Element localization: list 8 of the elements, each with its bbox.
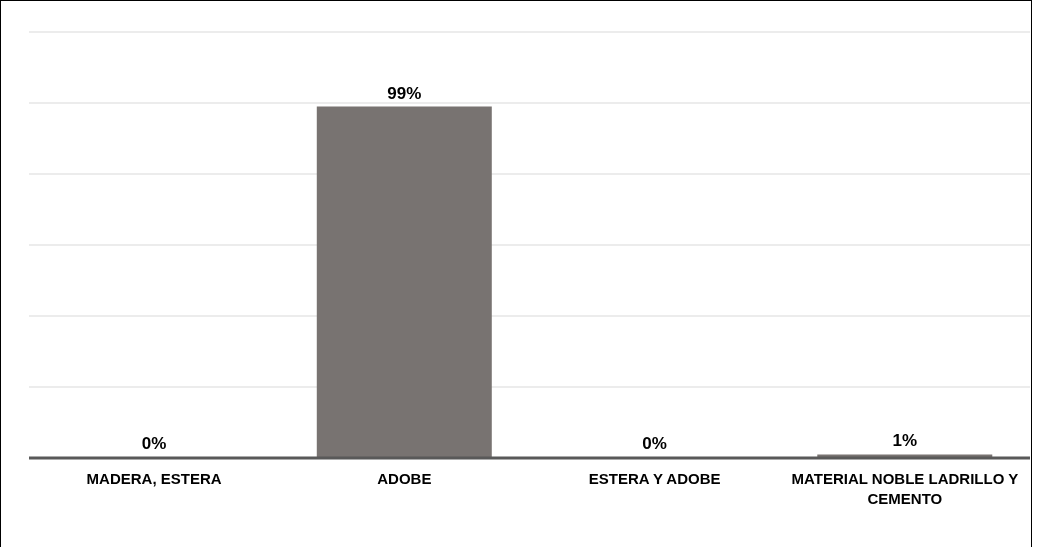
x-tick-label: MADERA, ESTERA xyxy=(86,470,222,487)
data-label: 0% xyxy=(141,434,167,453)
x-tick-label: ESTERA Y ADOBE xyxy=(588,470,721,487)
x-tick-label: MATERIAL NOBLE LADRILLO Y CEMENTO xyxy=(791,470,1019,507)
data-label: 0% xyxy=(642,434,667,453)
x-tick-label: ADOBE xyxy=(377,470,432,487)
data-label: 1% xyxy=(892,431,918,451)
data-label: 99% xyxy=(387,83,422,103)
